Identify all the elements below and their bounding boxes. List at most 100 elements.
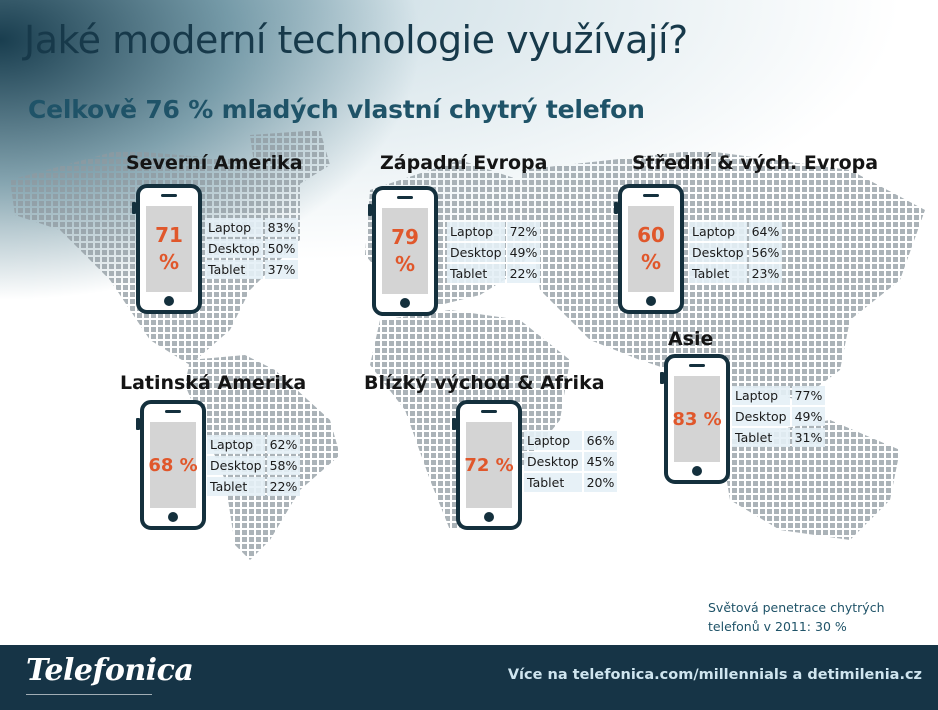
smartphone-icon: 83 % bbox=[660, 354, 730, 484]
stat-label: Tablet bbox=[205, 260, 263, 279]
table-row: Desktop 50% bbox=[205, 239, 299, 258]
stat-label: Laptop bbox=[207, 435, 265, 454]
telefonica-logo[interactable]: Telefonica bbox=[26, 653, 194, 688]
table-row: Laptop 83% bbox=[205, 218, 299, 237]
phone-speaker bbox=[165, 410, 181, 413]
smartphone-icon: 68 % bbox=[136, 400, 206, 530]
device-stats-table: Laptop 64% Desktop 56% Tablet 23% bbox=[687, 220, 784, 285]
stat-value: 83% bbox=[264, 218, 299, 237]
device-stats-table: Laptop 72% Desktop 49% Tablet 22% bbox=[445, 220, 542, 285]
stat-value: 22% bbox=[506, 264, 541, 283]
stat-value: 45% bbox=[583, 452, 618, 471]
device-stats-table: Laptop 83% Desktop 50% Tablet 37% bbox=[203, 216, 300, 281]
device-stats-table: Laptop 62% Desktop 58% Tablet 22% bbox=[205, 433, 302, 498]
table-row: Laptop 64% bbox=[689, 222, 783, 241]
phone-side-button bbox=[132, 202, 136, 214]
stat-value: 49% bbox=[791, 407, 826, 426]
stat-value: 23% bbox=[748, 264, 783, 283]
phone-side-button bbox=[368, 204, 372, 216]
stat-value: 37% bbox=[264, 260, 299, 279]
phone-screen: 79 % bbox=[382, 208, 428, 294]
smartphone-icon: 72 % bbox=[452, 400, 522, 530]
region-name: Západní Evropa bbox=[380, 152, 548, 174]
smartphone-share-value: 72 % bbox=[464, 454, 514, 476]
region-name: Blízký východ & Afrika bbox=[364, 372, 605, 394]
smartphone-share-value: 68 % bbox=[148, 454, 198, 476]
table-row: Tablet 37% bbox=[205, 260, 299, 279]
stat-value: 62% bbox=[266, 435, 301, 454]
table-row: Desktop 49% bbox=[447, 243, 541, 262]
phone-speaker bbox=[643, 194, 659, 197]
stat-label: Laptop bbox=[205, 218, 263, 237]
phone-screen: 60 % bbox=[628, 206, 674, 292]
stat-label: Laptop bbox=[689, 222, 747, 241]
smartphone-share-value: 60 % bbox=[637, 223, 665, 274]
table-row: Laptop 77% bbox=[732, 386, 826, 405]
table-row: Laptop 66% bbox=[524, 431, 618, 450]
phone-home-button bbox=[484, 512, 494, 522]
table-row: Desktop 56% bbox=[689, 243, 783, 262]
phone-home-button bbox=[400, 298, 410, 308]
region-name: Střední & vých. Evropa bbox=[632, 152, 879, 174]
stat-label: Desktop bbox=[732, 407, 790, 426]
phone-screen: 68 % bbox=[148, 422, 198, 508]
table-row: Laptop 62% bbox=[207, 435, 301, 454]
stat-value: 66% bbox=[583, 431, 618, 450]
stat-label: Desktop bbox=[207, 456, 265, 475]
stat-label: Desktop bbox=[205, 239, 263, 258]
phone-speaker bbox=[161, 194, 177, 197]
table-row: Tablet 22% bbox=[447, 264, 541, 283]
region-name: Latinská Amerika bbox=[120, 372, 307, 394]
smartphone-share-value: 71 % bbox=[155, 223, 183, 274]
stat-label: Tablet bbox=[524, 473, 582, 492]
phone-speaker bbox=[397, 196, 413, 199]
table-row: Tablet 23% bbox=[689, 264, 783, 283]
phone-home-button bbox=[646, 296, 656, 306]
stat-value: 58% bbox=[266, 456, 301, 475]
logo-underline bbox=[26, 694, 152, 695]
table-row: Desktop 49% bbox=[732, 407, 826, 426]
stat-label: Laptop bbox=[447, 222, 505, 241]
stat-value: 77% bbox=[791, 386, 826, 405]
stat-value: 56% bbox=[748, 243, 783, 262]
phone-side-button bbox=[614, 202, 618, 214]
smartphone-icon: 79 % bbox=[368, 186, 438, 316]
region-name: Asie bbox=[668, 328, 714, 350]
phone-screen: 72 % bbox=[464, 422, 514, 508]
smartphone-share-value: 83 % bbox=[672, 408, 722, 430]
phone-home-button bbox=[692, 466, 702, 476]
stat-label: Tablet bbox=[447, 264, 505, 283]
region-name: Severní Amerika bbox=[126, 152, 303, 174]
phone-screen: 71 % bbox=[146, 206, 192, 292]
stat-label: Tablet bbox=[689, 264, 747, 283]
stat-value: 20% bbox=[583, 473, 618, 492]
stat-label: Laptop bbox=[732, 386, 790, 405]
smartphone-share-value: 79 % bbox=[391, 225, 419, 276]
device-stats-table: Laptop 66% Desktop 45% Tablet 20% bbox=[522, 429, 619, 494]
device-stats-table: Laptop 77% Desktop 49% Tablet 31% bbox=[730, 384, 827, 449]
phone-speaker bbox=[481, 410, 497, 413]
stat-label: Desktop bbox=[447, 243, 505, 262]
phone-home-button bbox=[164, 296, 174, 306]
phone-side-button bbox=[660, 372, 664, 384]
stat-value: 72% bbox=[506, 222, 541, 241]
stat-value: 31% bbox=[791, 428, 826, 447]
stat-label: Desktop bbox=[524, 452, 582, 471]
stat-value: 50% bbox=[264, 239, 299, 258]
table-row: Laptop 72% bbox=[447, 222, 541, 241]
table-row: Tablet 31% bbox=[732, 428, 826, 447]
table-row: Tablet 22% bbox=[207, 477, 301, 496]
footnote: Světová penetrace chytrých telefonů v 20… bbox=[708, 600, 885, 634]
table-row: Desktop 45% bbox=[524, 452, 618, 471]
page-subtitle: Celkově 76 % mladých vlastní chytrý tele… bbox=[28, 95, 645, 124]
phone-speaker bbox=[689, 364, 705, 367]
footer-link[interactable]: Více na telefonica.com/millennials a det… bbox=[507, 667, 922, 683]
phone-screen: 83 % bbox=[672, 376, 722, 462]
table-row: Desktop 58% bbox=[207, 456, 301, 475]
smartphone-icon: 60 % bbox=[614, 184, 684, 314]
footer-bar: Telefonica Více na telefonica.com/millen… bbox=[0, 645, 938, 710]
stat-label: Laptop bbox=[524, 431, 582, 450]
table-row: Tablet 20% bbox=[524, 473, 618, 492]
stat-value: 64% bbox=[748, 222, 783, 241]
